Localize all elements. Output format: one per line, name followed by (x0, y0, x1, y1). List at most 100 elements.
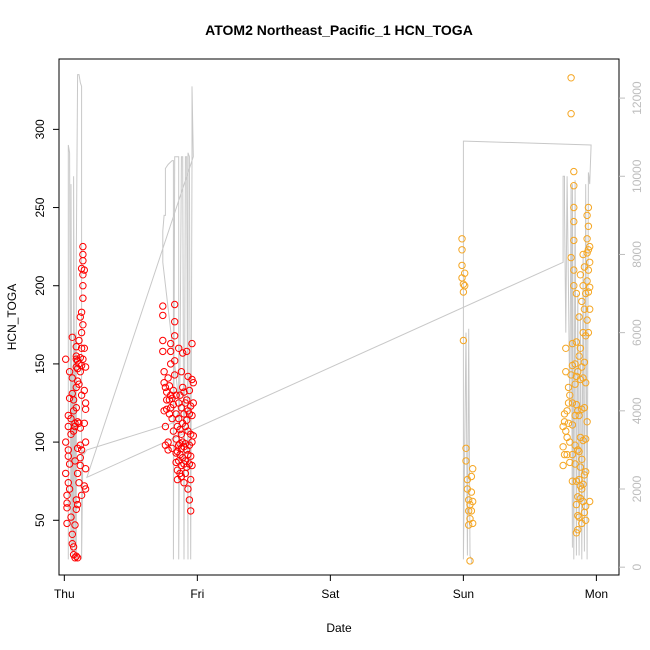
data-point-orange (583, 235, 591, 243)
data-point-red (168, 444, 176, 452)
data-point-red (171, 357, 179, 365)
data-point-red (61, 469, 70, 478)
data-point-red (183, 416, 191, 424)
data-point-red (63, 491, 71, 499)
data-point-orange (566, 438, 574, 446)
data-point-orange (578, 455, 586, 463)
data-point-red (63, 499, 71, 507)
scatter-points (61, 74, 594, 565)
data-point-red (80, 386, 89, 395)
data-point-red (65, 460, 74, 468)
y2-tick-label: 10000 (630, 159, 644, 193)
data-point-orange (469, 465, 477, 473)
data-point-orange (570, 167, 578, 176)
data-point-red (72, 496, 81, 504)
data-point-orange (459, 336, 468, 345)
data-point-red (63, 504, 71, 512)
data-point-red (67, 414, 75, 423)
x-axis-label: Date (326, 621, 352, 635)
data-point-orange (582, 379, 590, 387)
data-point-orange (582, 468, 590, 476)
data-point-red (180, 479, 188, 487)
data-point-red (72, 352, 81, 360)
y2-tick-label: 0 (630, 564, 644, 571)
data-point-red (75, 380, 83, 388)
data-point-orange (574, 526, 582, 534)
data-point-red (72, 552, 81, 560)
data-point-orange (582, 435, 590, 443)
data-point-red (77, 328, 86, 337)
data-point-orange (560, 450, 569, 459)
y-axis-label: HCN_TOGA (5, 284, 19, 350)
data-point-red (80, 419, 89, 427)
data-point-orange (571, 380, 579, 388)
data-point-red (77, 491, 86, 499)
data-point-red (81, 363, 90, 371)
data-point-red (189, 379, 198, 387)
data-point-red (73, 469, 82, 478)
data-point-orange (469, 519, 477, 528)
data-point-red (64, 479, 73, 487)
data-point-red (167, 339, 175, 348)
data-point-orange (467, 488, 476, 496)
data-point-red (76, 454, 85, 462)
data-point-red (177, 404, 186, 412)
data-point-orange (560, 418, 569, 426)
data-point-red (61, 355, 70, 363)
data-point-orange (568, 421, 577, 429)
data-point-red (79, 250, 87, 259)
y2-tick-label: 6000 (630, 319, 644, 346)
data-point-red (68, 530, 77, 538)
data-point-red (69, 396, 78, 404)
data-point-red (79, 271, 87, 279)
data-point-red (159, 302, 167, 310)
y-tick-label: 250 (33, 197, 47, 217)
data-point-red (73, 500, 82, 509)
data-point-red (73, 364, 82, 373)
data-point-red (187, 507, 195, 515)
data-point-red (171, 371, 179, 379)
data-point-red (171, 318, 179, 326)
data-point-red (75, 479, 83, 487)
data-point-red (81, 485, 90, 493)
data-point-orange (584, 246, 593, 254)
data-point-orange (572, 289, 581, 298)
data-point-red (184, 485, 192, 493)
data-point-orange (576, 271, 585, 279)
data-point-red (187, 475, 195, 484)
y2-tick-label: 8000 (630, 241, 644, 268)
data-point-orange (564, 383, 573, 392)
data-point-red (77, 446, 86, 454)
data-point-orange (567, 74, 575, 82)
x-tick-label: Thu (54, 587, 75, 601)
data-point-orange (583, 277, 591, 285)
data-point-orange (580, 305, 589, 313)
data-point-orange (458, 235, 466, 243)
data-point-red (76, 441, 85, 449)
data-point-red (79, 242, 87, 251)
data-point-orange (578, 297, 586, 306)
data-point-orange (568, 477, 577, 485)
data-point-red (79, 282, 87, 290)
data-point-orange (568, 450, 577, 459)
data-point-red (176, 425, 184, 434)
data-point-orange (575, 313, 583, 321)
data-point-red (165, 382, 174, 390)
y2-tick-label: 4000 (630, 397, 644, 424)
data-point-red (79, 294, 87, 302)
plot-frame (58, 58, 620, 576)
data-point-orange (576, 463, 585, 471)
data-point-red (175, 414, 183, 423)
data-point-orange (583, 211, 591, 220)
data-point-orange (586, 283, 594, 291)
data-point-orange (584, 328, 593, 337)
data-point-red (159, 347, 167, 356)
data-point-red (75, 419, 83, 427)
data-point-orange (567, 110, 575, 118)
data-point-red (80, 266, 89, 274)
data-point-red (77, 344, 86, 352)
data-point-red (188, 411, 196, 420)
data-point-red (179, 383, 187, 392)
data-point-red (76, 461, 85, 470)
data-point-orange (567, 371, 575, 379)
